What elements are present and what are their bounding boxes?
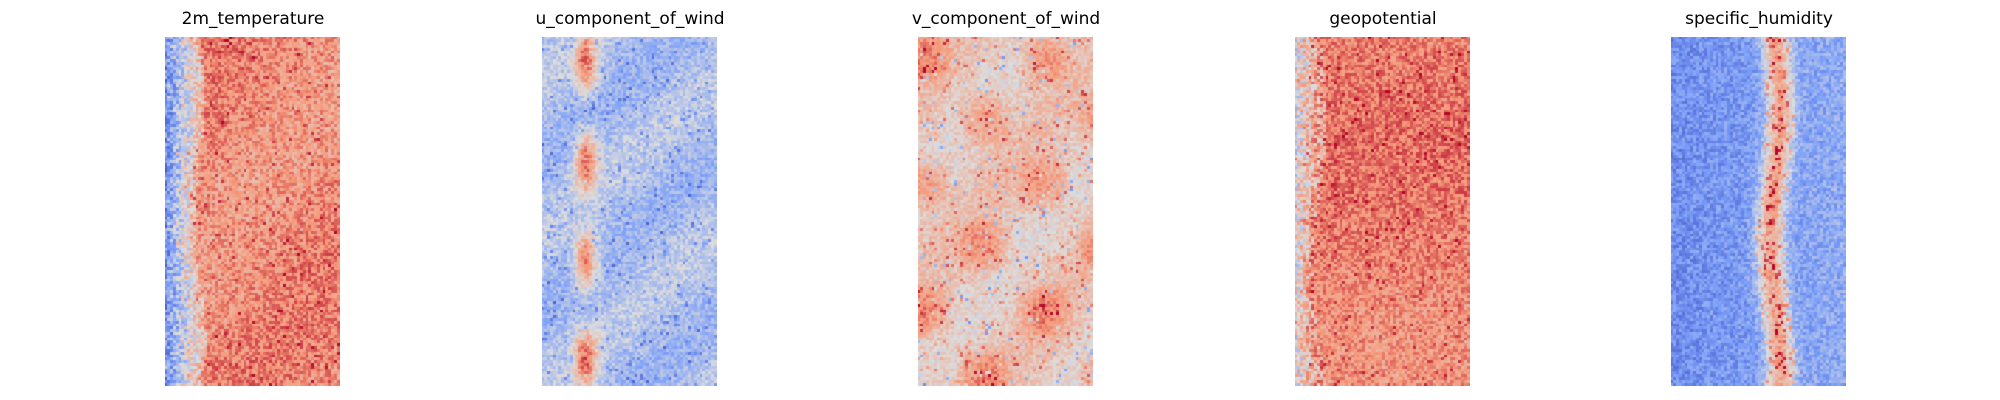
panel-title-2m-temperature: 2m_temperature (181, 9, 325, 29)
heatmap-v-component-of-wind (918, 37, 1093, 386)
heatmap-geopotential (1295, 37, 1470, 386)
panel-title-v-component-of-wind: v_component_of_wind (911, 9, 1101, 29)
heatmap-2m-temperature (165, 37, 340, 386)
panel-title-specific-humidity: specific_humidity (1685, 9, 1833, 29)
panel-title-geopotential: geopotential (1329, 9, 1437, 29)
heatmap-specific-humidity (1671, 37, 1846, 386)
heatmap-u-component-of-wind (542, 37, 717, 386)
panel-title-u-component-of-wind: u_component_of_wind (535, 9, 725, 29)
